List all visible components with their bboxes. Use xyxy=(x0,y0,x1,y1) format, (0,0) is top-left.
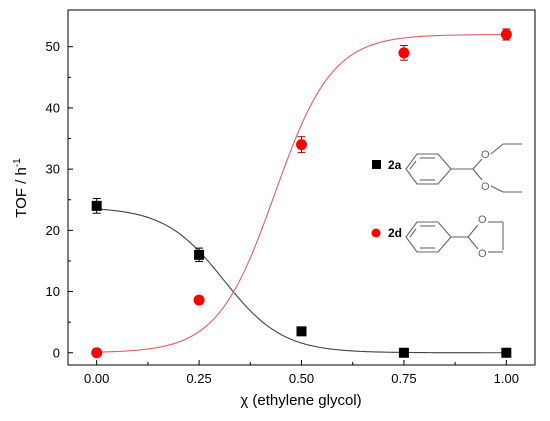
point-2a xyxy=(398,347,409,358)
data-points xyxy=(91,28,512,359)
y-axis-label-main: TOF / h xyxy=(13,167,30,218)
structure-2a: O O xyxy=(405,143,522,193)
y-axis-ticks: 0 10 20 30 40 50 xyxy=(46,39,73,360)
error-bars xyxy=(92,28,511,356)
x-axis-label: χ (ethylene glycol) xyxy=(240,392,361,409)
legend-marker-2a xyxy=(372,160,381,169)
x-tick-label: 0.25 xyxy=(186,371,211,386)
structure-2d-oxygen-top: O xyxy=(478,214,487,226)
x-axis-ticks: 0.00 0.25 0.50 0.75 1.00 xyxy=(84,360,519,386)
point-2d xyxy=(398,47,410,59)
y-tick-label: 0 xyxy=(53,345,60,360)
y-axis-label-superscript: -1 xyxy=(12,158,23,167)
structure-2a-oxygen-bottom: O xyxy=(481,181,490,193)
point-2a xyxy=(194,249,205,260)
point-2a xyxy=(91,200,102,211)
y-tick-label: 40 xyxy=(46,100,60,115)
fit-curves xyxy=(96,34,507,354)
structure-2d-oxygen-bottom: O xyxy=(478,248,487,260)
point-2d xyxy=(91,347,103,359)
fit-curve-2d xyxy=(96,34,507,353)
legend-label-2a: 2a xyxy=(388,158,402,172)
x-tick-label: 1.00 xyxy=(494,371,519,386)
fit-curve-2a xyxy=(96,208,507,354)
legend-marker-2d xyxy=(371,228,381,238)
y-tick-label: 10 xyxy=(46,284,60,299)
y-axis-label: TOF / h-1 xyxy=(12,158,30,218)
x-tick-label: 0.75 xyxy=(391,371,416,386)
structure-2d: O O xyxy=(405,214,504,260)
x-tick-label: 0.50 xyxy=(289,371,314,386)
legend-label-2d: 2d xyxy=(388,226,402,240)
point-2d xyxy=(296,139,307,151)
y-tick-label: 50 xyxy=(46,39,60,54)
y-tick-label: 30 xyxy=(46,162,60,177)
point-2a xyxy=(296,326,307,337)
point-2a xyxy=(501,347,512,358)
plot-frame xyxy=(67,9,536,366)
y-tick-label: 20 xyxy=(46,223,60,238)
legend: 2a 2d xyxy=(371,158,402,240)
point-2d xyxy=(500,28,512,40)
point-2d xyxy=(193,294,205,306)
structure-2a-oxygen-top: O xyxy=(481,149,490,161)
x-tick-label: 0.00 xyxy=(84,371,109,386)
